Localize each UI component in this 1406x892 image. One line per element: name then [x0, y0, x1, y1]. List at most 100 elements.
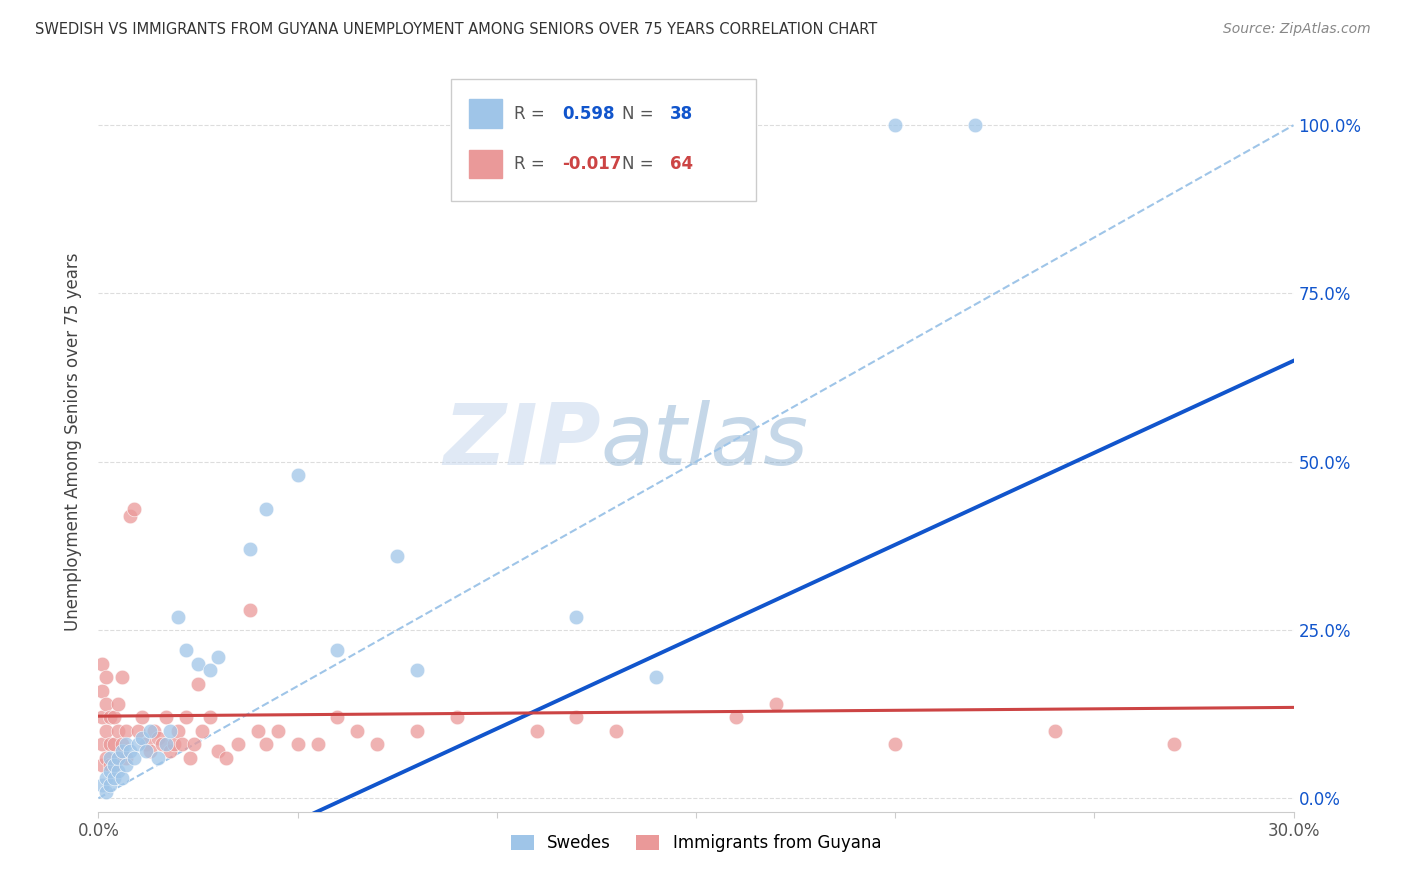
Point: [267, 723, 290, 738]
Text: Source: ZipAtlas.com: Source: ZipAtlas.com: [1223, 22, 1371, 37]
Point: [96, 670, 118, 684]
Point: [148, 731, 170, 745]
Point: [287, 738, 309, 752]
Point: [346, 723, 368, 738]
Point: [565, 710, 588, 724]
Point: [167, 723, 190, 738]
Point: [98, 778, 122, 792]
Bar: [470, 100, 502, 128]
Point: [207, 649, 229, 664]
Point: [127, 723, 149, 738]
Point: [98, 738, 122, 752]
Text: SWEDISH VS IMMIGRANTS FROM GUYANA UNEMPLOYMENT AMONG SENIORS OVER 75 YEARS CORRE: SWEDISH VS IMMIGRANTS FROM GUYANA UNEMPL…: [35, 22, 877, 37]
Point: [406, 723, 429, 738]
Point: [307, 738, 329, 752]
Point: [254, 501, 277, 516]
Text: -0.017: -0.017: [562, 155, 621, 173]
Point: [103, 738, 125, 752]
Point: [124, 501, 146, 516]
Point: [1043, 723, 1066, 738]
Text: N =: N =: [621, 104, 659, 122]
Point: [963, 118, 986, 132]
Text: N =: N =: [621, 155, 659, 173]
Point: [155, 710, 177, 724]
Point: [91, 757, 114, 772]
Point: [155, 738, 177, 752]
Point: [179, 751, 201, 765]
Point: [148, 751, 170, 765]
Point: [103, 757, 125, 772]
Point: [446, 710, 468, 724]
Point: [246, 723, 269, 738]
Point: [96, 751, 118, 765]
Point: [150, 738, 173, 752]
Point: [724, 710, 747, 724]
Point: [159, 744, 181, 758]
Point: [254, 738, 277, 752]
Point: [91, 738, 114, 752]
Point: [605, 723, 627, 738]
Point: [127, 738, 149, 752]
Point: [187, 657, 209, 671]
Point: [115, 738, 138, 752]
Point: [765, 697, 787, 711]
Point: [91, 657, 114, 671]
Text: R =: R =: [515, 155, 550, 173]
FancyBboxPatch shape: [451, 78, 756, 201]
Point: [172, 738, 194, 752]
Point: [111, 738, 134, 752]
Point: [111, 670, 134, 684]
Point: [884, 738, 907, 752]
Point: [107, 751, 129, 765]
Point: [107, 723, 129, 738]
Point: [131, 731, 153, 745]
Point: [115, 723, 138, 738]
Point: [139, 723, 162, 738]
Legend: Swedes, Immigrants from Guyana: Swedes, Immigrants from Guyana: [503, 828, 889, 859]
Point: [135, 738, 157, 752]
Point: [96, 723, 118, 738]
Point: [406, 664, 429, 678]
Point: [526, 723, 548, 738]
Point: [198, 710, 221, 724]
Point: [326, 710, 349, 724]
Point: [91, 778, 114, 792]
Point: [239, 542, 262, 557]
Point: [96, 771, 118, 785]
Point: [139, 744, 162, 758]
Point: [884, 118, 907, 132]
Point: [167, 609, 190, 624]
Point: [207, 744, 229, 758]
Text: R =: R =: [515, 104, 550, 122]
Y-axis label: Unemployment Among Seniors over 75 years: Unemployment Among Seniors over 75 years: [65, 252, 83, 631]
Point: [107, 751, 129, 765]
Text: 0.598: 0.598: [562, 104, 614, 122]
Point: [174, 643, 197, 657]
Point: [131, 710, 153, 724]
Point: [111, 744, 134, 758]
Point: [226, 738, 249, 752]
Point: [174, 710, 197, 724]
Point: [115, 757, 138, 772]
Point: [183, 738, 205, 752]
Point: [1163, 738, 1185, 752]
Point: [135, 744, 157, 758]
Point: [103, 771, 125, 785]
Point: [191, 723, 214, 738]
Point: [107, 764, 129, 779]
Point: [120, 508, 142, 523]
Point: [111, 771, 134, 785]
Point: [163, 738, 186, 752]
Point: [98, 764, 122, 779]
Bar: [470, 150, 502, 178]
Point: [120, 744, 142, 758]
Point: [103, 710, 125, 724]
Point: [326, 643, 349, 657]
Point: [198, 664, 221, 678]
Point: [645, 670, 668, 684]
Point: [124, 751, 146, 765]
Text: 38: 38: [669, 104, 693, 122]
Point: [187, 677, 209, 691]
Point: [565, 609, 588, 624]
Point: [287, 468, 309, 483]
